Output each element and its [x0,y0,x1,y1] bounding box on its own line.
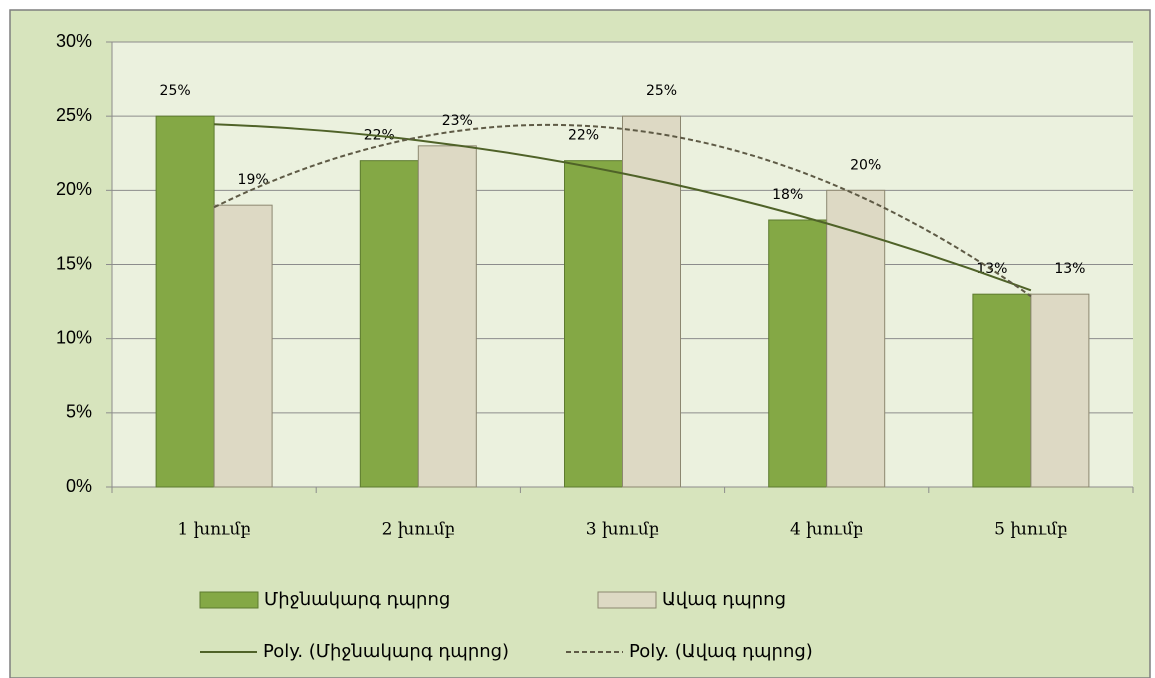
bar [1030,293,1090,488]
legend-swatch [597,591,657,609]
x-tick-label: 1 խումբ [177,520,250,540]
y-tick-label: 15% [56,253,92,273]
bar [213,204,273,488]
y-tick-label: 0% [66,476,92,496]
data-label: 25% [160,83,191,99]
y-tick-label: 10% [56,327,92,347]
data-label: 13% [1054,261,1085,277]
data-label: 23% [442,113,473,129]
legend-label: Միջնակարգ դպրոց [264,589,450,610]
bar [972,293,1032,488]
bar [564,160,623,488]
legend-label: Poly. (Ավագ դպրոց) [629,641,813,662]
legend-label: Poly. (Միջնակարգ դպրոց) [263,641,509,662]
bar [417,145,477,488]
bar [768,219,828,488]
data-label: 22% [568,128,599,144]
bar [622,115,681,488]
y-tick-label: 30% [56,31,92,51]
legend-label: Ավագ դպրոց [662,589,786,610]
data-label: 18% [772,187,803,203]
y-tick-label: 5% [66,402,92,422]
bar [359,160,419,488]
y-tick-label: 25% [56,105,92,125]
y-tick-label: 20% [56,179,92,199]
x-tick-label: 5 խումբ [994,520,1067,540]
data-label: 25% [646,83,677,99]
data-label: 20% [850,157,881,173]
trendline [214,123,1032,292]
bar [826,189,886,488]
data-label: 19% [238,172,269,188]
x-tick-label: 3 խումբ [586,520,659,540]
x-tick-label: 2 խումբ [382,520,455,540]
x-tick-label: 4 խումբ [790,520,863,540]
bar [155,115,215,488]
legend-swatch [199,591,259,609]
trendline [213,123,1032,298]
